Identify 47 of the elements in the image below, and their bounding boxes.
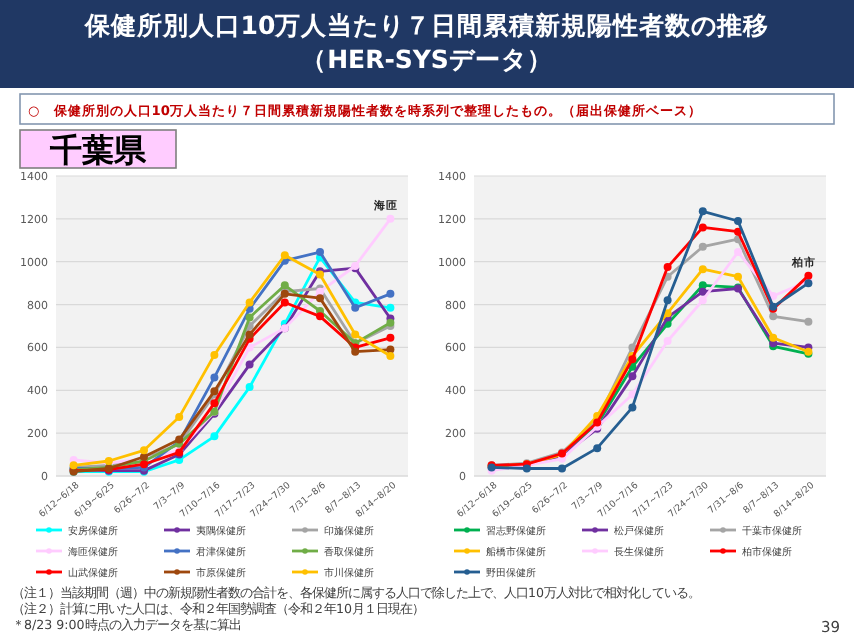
point: [316, 294, 324, 303]
point: [280, 298, 289, 307]
point: [698, 242, 707, 251]
chart-title: 保健所別人口10万人当たり７日間累積新規陽性者数の推移（HER-SYSデータ）: [82, 10, 770, 74]
point: [210, 432, 219, 441]
point: [663, 263, 672, 272]
point: [698, 207, 707, 216]
point: [593, 444, 602, 453]
point: [769, 312, 778, 321]
point: [245, 298, 254, 307]
point: [245, 383, 254, 392]
point: [386, 352, 395, 360]
point: [698, 281, 707, 290]
point: [734, 227, 742, 236]
point: [698, 223, 707, 232]
point: [210, 350, 219, 359]
point: [210, 399, 219, 408]
point: [804, 271, 813, 280]
point: [245, 360, 254, 369]
point: [351, 330, 360, 339]
point: [558, 464, 566, 473]
point: [280, 281, 289, 290]
point: [769, 333, 778, 342]
point: [140, 446, 148, 455]
point: [698, 265, 707, 274]
point: [734, 248, 742, 257]
point: [386, 214, 395, 223]
point: [698, 296, 707, 305]
text: 千葉県: [48, 131, 148, 169]
point: [663, 337, 672, 345]
point: [386, 303, 395, 312]
point: [734, 272, 742, 281]
point: [280, 251, 289, 260]
point: [175, 413, 184, 422]
point: [698, 287, 707, 296]
point: [628, 372, 637, 381]
point: [351, 303, 360, 312]
point: [210, 373, 219, 382]
point: [245, 313, 254, 322]
point: [734, 217, 742, 225]
point: [663, 296, 672, 305]
point: [316, 312, 324, 321]
point: [628, 403, 637, 412]
point: [804, 317, 813, 326]
point: [316, 248, 324, 257]
point: [386, 333, 395, 342]
point: [386, 289, 395, 298]
